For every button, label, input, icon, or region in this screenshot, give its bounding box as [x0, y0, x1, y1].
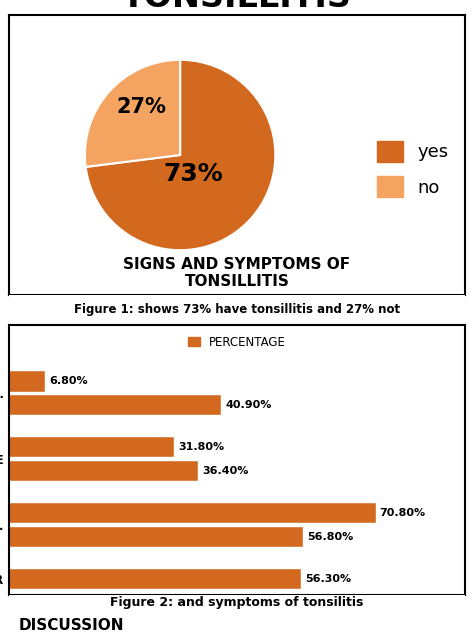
Title: TONSILLITIS: TONSILLITIS	[122, 0, 352, 14]
Text: 31.80%: 31.80%	[178, 443, 224, 452]
Bar	[9, 395, 221, 415]
Text: DISCUSSION: DISCUSSION	[18, 618, 124, 633]
Bar	[9, 372, 45, 392]
Text: Figure 1: shows 73% have tonsillitis and 27% not: Figure 1: shows 73% have tonsillitis and…	[74, 304, 400, 316]
Bar	[9, 569, 301, 589]
Legend: yes, no: yes, no	[370, 134, 456, 204]
Text: 56.30%: 56.30%	[305, 574, 351, 584]
Text: 6.80%: 6.80%	[49, 377, 87, 386]
Bar	[9, 503, 375, 524]
Text: 70.80%: 70.80%	[380, 508, 426, 518]
Text: 40.90%: 40.90%	[225, 400, 272, 410]
Bar	[9, 437, 174, 458]
Legend: PERCENTAGE: PERCENTAGE	[183, 331, 291, 353]
Text: Figure 2: and symptoms of tonsilitis: Figure 2: and symptoms of tonsilitis	[110, 596, 364, 609]
Text: 36.40%: 36.40%	[202, 466, 248, 476]
Title: SIGNS AND SYMPTOMS OF
TONSILLITIS: SIGNS AND SYMPTOMS OF TONSILLITIS	[123, 257, 351, 289]
Bar	[9, 461, 198, 481]
Text: 56.80%: 56.80%	[307, 532, 354, 541]
Bar	[9, 527, 303, 547]
